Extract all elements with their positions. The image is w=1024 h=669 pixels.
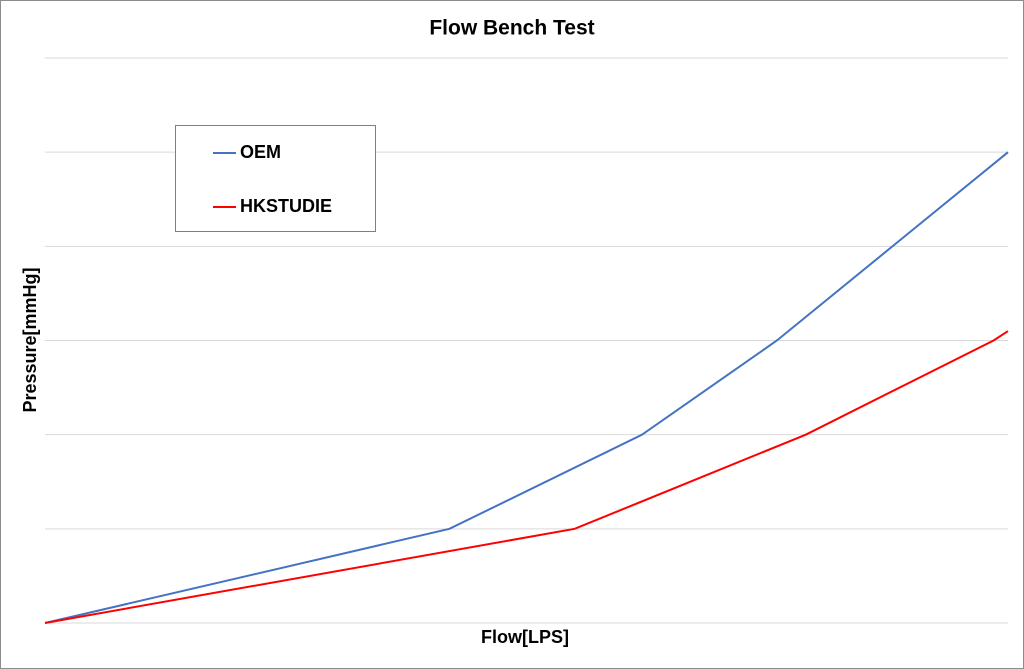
legend-label: OEM [240, 142, 281, 162]
chart-title: Flow Bench Test [429, 17, 594, 40]
legend-label: HKSTUDIE [240, 196, 332, 216]
y-axis-label: Pressure[mmHg] [20, 267, 40, 412]
plot-area [44, 151, 1009, 624]
x-axis-label: Flow[LPS] [481, 627, 569, 647]
series-line [44, 151, 1009, 624]
legend: OEM HKSTUDIE [175, 125, 376, 232]
series-line [44, 330, 1009, 624]
legend-box [175, 125, 376, 232]
